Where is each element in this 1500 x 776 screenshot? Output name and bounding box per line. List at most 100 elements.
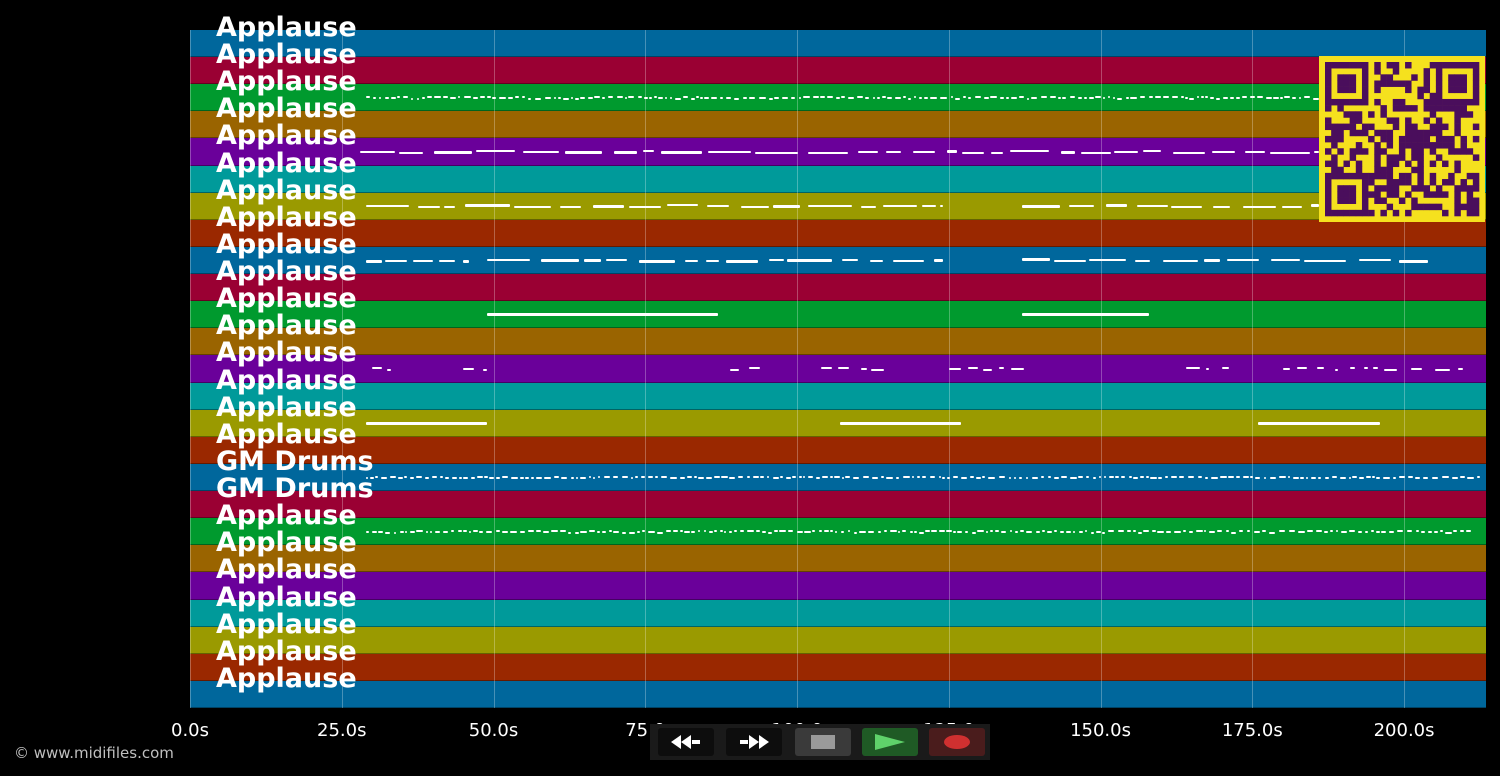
note-mark: [369, 476, 374, 479]
note-mark: [918, 97, 923, 100]
note-mark: [1250, 475, 1253, 478]
note-mark: [1185, 367, 1201, 369]
note-mark: [1172, 95, 1178, 98]
note-mark: [417, 205, 441, 208]
note-mark: [580, 96, 585, 99]
note-mark: [938, 530, 945, 533]
note-mark: [378, 530, 384, 533]
rewind-button[interactable]: [658, 728, 714, 756]
note-mark: [570, 96, 573, 99]
note-mark: [372, 531, 378, 534]
note-mark: [462, 530, 467, 533]
note-mark: [909, 530, 914, 533]
note-mark: [661, 150, 703, 154]
note-mark: [753, 476, 759, 479]
note-mark: [826, 95, 834, 98]
note-mark: [682, 96, 689, 99]
note-mark: [858, 530, 866, 533]
note-mark: [886, 476, 894, 479]
note-mark: [982, 368, 993, 371]
note-mark: [693, 475, 697, 478]
note-mark: [1116, 97, 1123, 100]
note-mark: [372, 367, 383, 370]
note-mark: [1011, 96, 1017, 99]
note-mark: [544, 476, 552, 479]
note-mark: [829, 529, 833, 532]
note-mark: [749, 96, 756, 99]
note-mark: [1335, 529, 1339, 532]
note-mark: [1215, 97, 1221, 100]
note-mark: [957, 530, 962, 533]
note-mark: [1021, 258, 1050, 262]
note-mark: [637, 96, 643, 99]
note-mark: [942, 476, 945, 479]
note-mark: [459, 476, 462, 479]
note-mark: [1282, 205, 1303, 208]
note-mark: [1054, 260, 1086, 263]
note-mark: [755, 151, 798, 154]
note-mark: [530, 477, 535, 480]
note-mark: [508, 97, 513, 100]
piano-roll-plot: [190, 30, 1486, 708]
note-mark: [393, 531, 396, 534]
note-mark: [872, 96, 876, 99]
note-mark: [1182, 529, 1187, 532]
note-mark: [1058, 96, 1062, 99]
play-button[interactable]: [862, 728, 918, 756]
note-mark: [1204, 476, 1208, 479]
note-mark: [938, 475, 942, 478]
note-mark: [409, 476, 415, 479]
note-mark: [588, 97, 593, 100]
note-mark: [1062, 97, 1067, 100]
note-mark: [1068, 204, 1094, 207]
note-mark: [465, 203, 511, 207]
note-mark: [463, 259, 470, 263]
note-mark: [882, 95, 886, 98]
note-mark: [1114, 150, 1139, 153]
note-mark: [523, 151, 559, 154]
note-mark: [791, 475, 796, 478]
note-mark: [913, 96, 916, 99]
note-mark: [785, 476, 791, 479]
note-mark: [907, 97, 911, 100]
note-mark: [473, 529, 478, 532]
time-tick-label: 50.0s: [468, 720, 519, 741]
note-mark: [858, 150, 879, 153]
note-mark: [1222, 97, 1229, 100]
note-mark: [1157, 531, 1164, 534]
note-mark: [366, 259, 382, 263]
note-mark: [1239, 530, 1244, 533]
record-button[interactable]: [929, 728, 985, 756]
note-mark: [1422, 476, 1429, 479]
note-mark: [999, 367, 1005, 370]
note-mark: [366, 476, 369, 479]
note-mark: [385, 531, 391, 534]
note-mark: [1287, 476, 1291, 479]
track-lane: [190, 572, 1486, 600]
note-mark: [930, 96, 937, 99]
stop-button[interactable]: [795, 728, 851, 756]
note-mark: [1255, 477, 1261, 480]
note-mark: [667, 204, 698, 207]
note-mark: [1364, 530, 1368, 533]
note-mark: [1358, 530, 1363, 533]
note-mark: [1198, 476, 1202, 479]
note-mark: [1149, 95, 1153, 98]
note-mark: [403, 96, 409, 99]
note-mark: [1157, 477, 1162, 480]
note-mark: [998, 476, 1006, 479]
note-mark: [1047, 475, 1051, 478]
note-mark: [1219, 476, 1227, 479]
note-mark: [895, 476, 900, 479]
note-mark: [380, 477, 388, 480]
note-mark: [1388, 531, 1395, 534]
note-mark: [768, 97, 773, 100]
note-mark: [1278, 530, 1286, 533]
note-mark: [968, 97, 972, 100]
note-mark: [502, 531, 508, 534]
grid-line: [493, 30, 495, 708]
note-mark: [1376, 531, 1380, 534]
track-lane: [190, 436, 1486, 464]
note-mark: [596, 530, 600, 533]
fast-forward-button[interactable]: [726, 728, 782, 756]
